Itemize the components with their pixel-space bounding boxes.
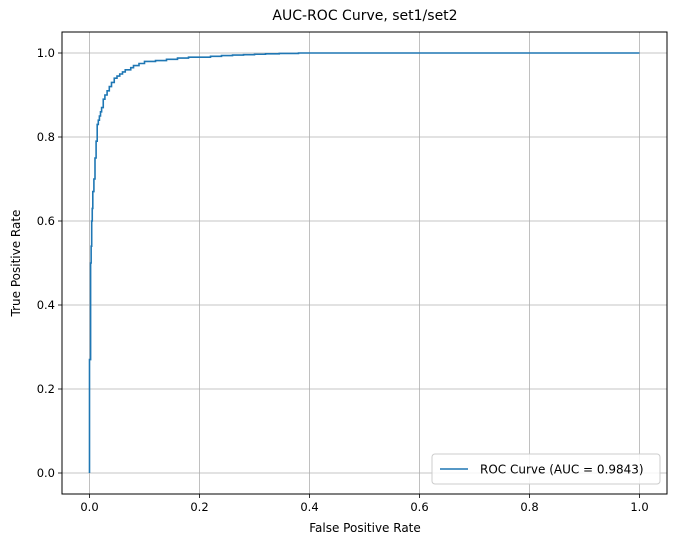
x-axis-label: False Positive Rate: [309, 521, 421, 535]
plot-area-frame: [61, 31, 668, 495]
y-tick-label: 0.6: [37, 214, 55, 228]
x-tick-label: 0.6: [410, 500, 428, 514]
x-tick-label: 0.8: [520, 500, 538, 514]
y-tick-label: 0.4: [37, 298, 55, 312]
y-tick-label: 0.0: [37, 466, 55, 480]
legend-box: [431, 453, 661, 485]
x-tick-label: 1.0: [630, 500, 648, 514]
y-axis-label: True Positive Rate: [9, 210, 23, 318]
ticks: 0.0 0.2 0.4 0.6 0.8 1.0 0.0 0.2 0.4 0.6 0.8 1.0: [37, 46, 649, 514]
series-layer: [88, 52, 640, 473]
x-tick-label: 0.0: [80, 500, 98, 514]
chart-title: AUC-ROC Curve, set1/set2: [272, 8, 457, 24]
grid: [62, 32, 667, 494]
roc-curve-line: [88, 52, 640, 473]
x-tick-label: 0.4: [300, 500, 318, 514]
legend-label: ROC Curve (AUC = 0.9843): [480, 463, 644, 477]
y-tick-label: 1.0: [37, 46, 55, 60]
legend: ROC Curve (AUC = 0.9843): [431, 453, 661, 485]
y-tick-label: 0.8: [37, 130, 55, 144]
y-tick-label: 0.2: [37, 382, 55, 396]
x-tick-label: 0.2: [190, 500, 208, 514]
